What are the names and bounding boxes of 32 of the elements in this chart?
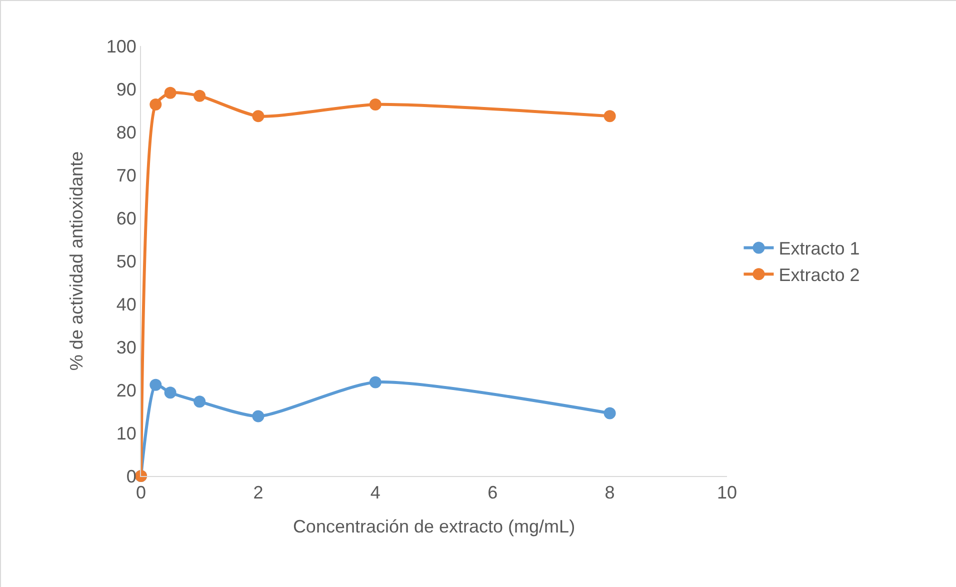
point (604, 407, 616, 420)
y-tick-label: 40 (116, 294, 136, 314)
point (150, 378, 162, 391)
y-tick-label: 80 (116, 122, 136, 142)
point (369, 376, 382, 388)
legend-label: Extracto 1 (778, 238, 860, 259)
point (164, 386, 176, 399)
legend-label: Extracto 2 (778, 265, 860, 286)
point (164, 86, 176, 99)
point (369, 98, 382, 110)
point (194, 90, 206, 102)
y-tick-label: 30 (116, 337, 136, 358)
y-tick-label: 100 (106, 36, 136, 56)
x-tick-label: 10 (716, 482, 738, 503)
y-tick-label: 0 (126, 466, 136, 486)
x-tick-label: 2 (253, 482, 264, 503)
x-tick-label: 6 (488, 482, 498, 503)
point (150, 98, 162, 110)
point (252, 410, 264, 422)
y-tick-label: 60 (116, 208, 136, 228)
y-tick-label: 70 (116, 165, 136, 186)
y-tick-label: 90 (116, 79, 136, 100)
x-axis-title: Concentración de extracto (mg/mL) (292, 516, 576, 537)
point (604, 110, 616, 122)
y-tick-label: 10 (116, 423, 136, 444)
y-tick-label: 20 (116, 380, 136, 400)
y-axis-title: % de actividad antioxidante (66, 151, 87, 371)
y-tick-label: 50 (116, 251, 136, 272)
point (194, 396, 206, 408)
x-tick-label: 4 (370, 482, 380, 503)
point (252, 110, 264, 122)
x-tick-label: 8 (604, 482, 615, 503)
